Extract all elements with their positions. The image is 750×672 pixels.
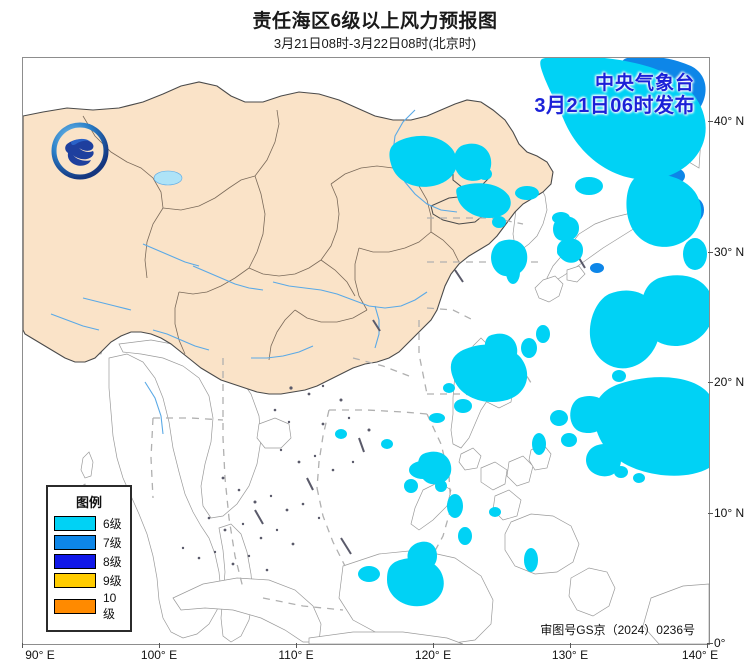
- lat-tick-20: [708, 382, 713, 383]
- legend-row-level10: 10级: [54, 591, 124, 622]
- lon-label-110: 110° E: [278, 648, 314, 662]
- lat-label-20: 20° N: [714, 375, 745, 389]
- lat-tick-30: [708, 252, 713, 253]
- legend-label-level8: 8级: [103, 555, 122, 569]
- legend-row-level8: 8级: [54, 553, 124, 570]
- legend: 图例 6级 7级 8级 9级: [46, 485, 132, 632]
- lon-tick-140: [707, 643, 708, 648]
- wind-field-level6: [335, 58, 709, 607]
- lat-tick-0: [708, 643, 713, 644]
- lat-tick-10: [708, 513, 713, 514]
- legend-row-level6: 6级: [54, 515, 124, 532]
- cma-logo: [51, 122, 109, 180]
- legend-swatch-level9: [54, 573, 96, 588]
- legend-title: 图例: [75, 495, 102, 510]
- page-title: 责任海区6级以上风力预报图: [252, 11, 498, 32]
- legend-label-level7: 7级: [103, 536, 122, 550]
- lat-label-10: 10° N: [714, 506, 745, 520]
- lat-tick-40: [708, 121, 713, 122]
- lon-label-90: 90° E: [25, 648, 55, 662]
- lon-label-100: 100° E: [140, 648, 178, 662]
- lat-label-40: 40° N: [714, 114, 745, 128]
- lake: [153, 170, 183, 186]
- lon-label-120: 120° E: [414, 648, 452, 662]
- province-borders: [82, 109, 460, 361]
- lon-tick-100: [159, 643, 160, 648]
- map-graphic: [23, 58, 709, 644]
- lon-tick-120: [433, 643, 434, 648]
- legend-label-level10: 10级: [103, 591, 117, 621]
- legend-swatch-level7: [54, 535, 96, 550]
- lon-tick-90: [22, 643, 23, 648]
- legend-label-level9: 9级: [103, 574, 122, 588]
- page-subtitle: 3月21日08时-3月22日08时(北京时): [273, 36, 477, 51]
- map-canvas: 中央气象台 3月21日06时发布 审图号GS京（2024）0236号 图例 6级…: [23, 58, 709, 644]
- legend-swatch-level6: [54, 516, 96, 531]
- lat-label-30: 30° N: [714, 245, 745, 259]
- legend-label-level6: 6级: [103, 517, 122, 531]
- lon-tick-130: [570, 643, 571, 648]
- legend-row-level9: 9级: [54, 572, 124, 589]
- lon-tick-110: [296, 643, 297, 648]
- map-frame: 中央气象台 3月21日06时发布 审图号GS京（2024）0236号 图例 6级…: [22, 57, 710, 645]
- lon-label-140: 140° E: [681, 648, 719, 662]
- review-number: 审图号GS京（2024）0236号: [540, 623, 695, 637]
- legend-swatch-level8: [54, 554, 96, 569]
- legend-swatch-level10: [54, 599, 96, 614]
- lon-label-130: 130° E: [551, 648, 589, 662]
- legend-row-level7: 7级: [54, 534, 124, 551]
- lat-label-0: 0°: [714, 636, 726, 650]
